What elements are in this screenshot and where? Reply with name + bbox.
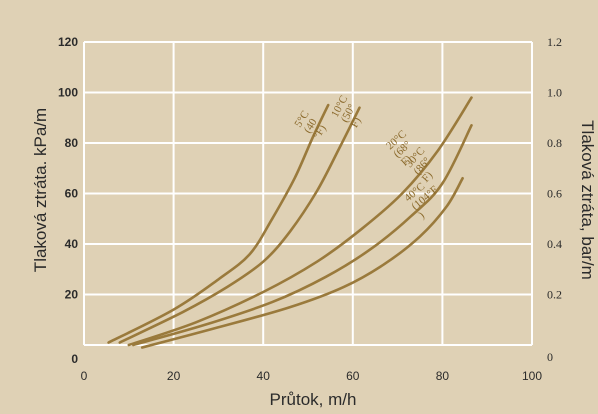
series-line (140, 177, 464, 349)
y-tick-label: 80 (65, 136, 79, 150)
x-tick-label: 60 (346, 369, 360, 383)
y-tick-label: 100 (58, 86, 78, 100)
y2-tick-label: 0 (547, 350, 553, 364)
y-tick-label: 60 (65, 187, 79, 201)
x-tick-label: 100 (522, 369, 542, 383)
series-line (132, 124, 473, 347)
x-tick-label: 20 (167, 369, 181, 383)
series-curves (107, 96, 473, 349)
y2-tick-label: 1.2 (547, 35, 562, 49)
x-tick-label: 0 (81, 369, 88, 383)
y2-tick-label: 0.6 (547, 187, 562, 201)
x-axis-title: Průtok, m/h (270, 390, 357, 409)
series-label-line: ) (416, 209, 427, 221)
grid (83, 41, 533, 346)
y-tick-label: 120 (58, 35, 78, 49)
y-tick-label: 0 (71, 352, 78, 366)
tick-labels: 0 20 40 60 80 100 120 0 0.2 0.4 0.6 0.8 1.0 1.2 0 20 40 6… (58, 35, 562, 383)
y-tick-label: 40 (65, 237, 79, 251)
y2-tick-label: 0.8 (547, 136, 562, 150)
x-tick-label: 40 (257, 369, 271, 383)
y2-tick-label: 0.2 (547, 288, 562, 302)
y2-axis-title: Tlaková ztráta, bar/m (578, 120, 597, 280)
y-tick-label: 20 (65, 288, 79, 302)
series-line (107, 103, 330, 344)
y2-tick-label: 0.4 (547, 237, 562, 251)
x-tick-label: 80 (436, 369, 450, 383)
series-line (127, 96, 473, 347)
y-axis-title: Tlaková ztráta. kPa/m (31, 108, 50, 272)
series-line (118, 106, 361, 344)
y2-tick-label: 1.0 (547, 86, 562, 100)
